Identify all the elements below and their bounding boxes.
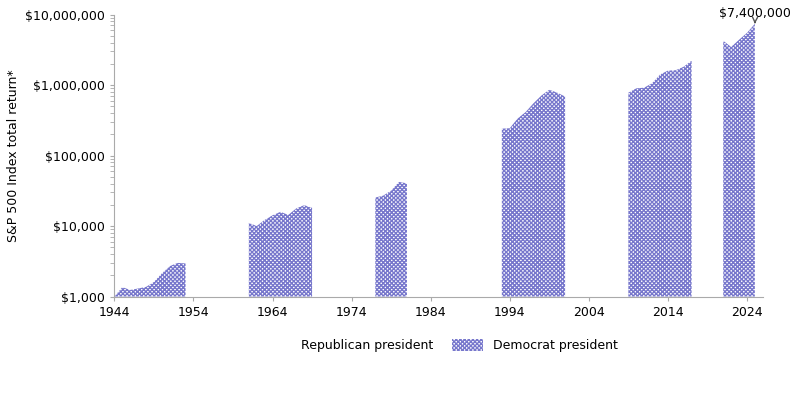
Legend: Republican president, Democrat president: Republican president, Democrat president (259, 339, 618, 352)
Text: $7,400,000: $7,400,000 (719, 7, 791, 23)
Y-axis label: S&P 500 Index total return*: S&P 500 Index total return* (7, 69, 20, 242)
